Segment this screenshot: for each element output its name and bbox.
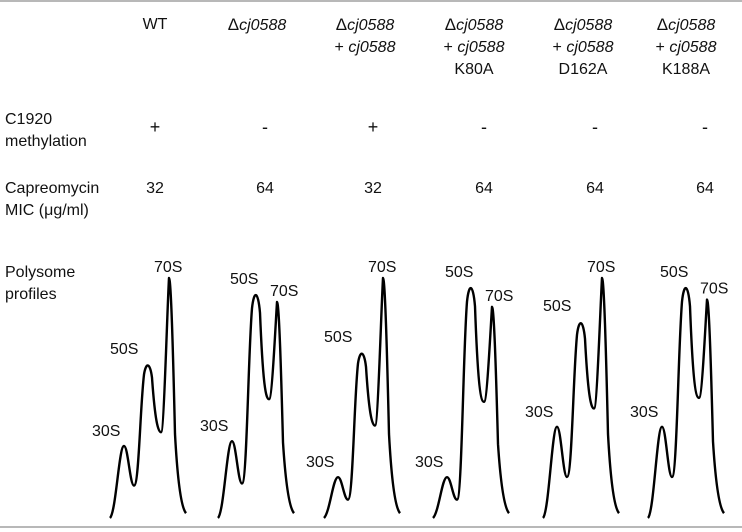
gene-name: cj0588 <box>565 17 613 34</box>
row-label-methylation: C1920 methylation <box>5 109 87 153</box>
peak-label-70s: 70S <box>270 283 298 300</box>
gene-name: cj0588 <box>239 17 287 34</box>
row-label-line: profiles <box>5 286 57 303</box>
col-header-wt: WT <box>95 14 215 36</box>
row-label-line: MIC (μg/ml) <box>5 202 89 219</box>
row-label-line: Polysome <box>5 264 76 281</box>
plus-sign: + <box>443 39 458 56</box>
mic-value: 64 <box>696 180 714 197</box>
delta-symbol: Δ <box>227 15 240 34</box>
methylation-value: + <box>367 117 379 137</box>
mutation-label: K188A <box>661 61 711 78</box>
mic-value: 32 <box>146 180 164 197</box>
complement-gene: cj0588 <box>566 39 614 56</box>
col-header-name: WT <box>142 16 168 33</box>
gene-name: cj0588 <box>347 17 395 34</box>
plus-sign: + <box>552 39 567 56</box>
peak-label-50s: 50S <box>110 341 138 358</box>
peak-label-30s: 30S <box>415 454 443 471</box>
gene-name: cj0588 <box>456 17 504 34</box>
mic-value: 64 <box>475 180 493 197</box>
peak-label-30s: 30S <box>200 418 228 435</box>
row-label-line: Capreomycin <box>5 180 100 197</box>
bottom-rule <box>0 526 742 528</box>
top-rule <box>0 0 742 2</box>
complement-gene: cj0588 <box>348 39 396 56</box>
peak-label-50s: 50S <box>445 264 473 281</box>
delta-symbol: Δ <box>656 15 669 34</box>
peak-label-50s: 50S <box>543 298 571 315</box>
plus-sign: + <box>334 39 349 56</box>
methylation-value: - <box>592 117 598 137</box>
mic-value: 64 <box>586 180 604 197</box>
peak-label-30s: 30S <box>306 454 334 471</box>
peak-label-30s: 30S <box>630 404 658 421</box>
polysome-trace <box>322 276 402 519</box>
delta-symbol: Δ <box>444 15 457 34</box>
polysome-trace <box>541 276 621 519</box>
delta-symbol: Δ <box>553 15 566 34</box>
peak-label-70s: 70S <box>700 281 728 298</box>
polysome-trace <box>431 286 511 519</box>
row-label-line: methylation <box>5 133 87 150</box>
col-header-deletion: Δcj0588 <box>197 14 317 37</box>
peak-label-30s: 30S <box>92 423 120 440</box>
peak-label-30s: 30S <box>525 404 553 421</box>
peak-label-50s: 50S <box>230 271 258 288</box>
peak-label-70s: 70S <box>154 259 182 276</box>
methylation-value: - <box>481 117 487 137</box>
methylation-value: + <box>149 117 161 137</box>
row-label-polysome: Polysome profiles <box>5 262 75 306</box>
row-label-mic: Capreomycin MIC (μg/ml) <box>5 178 99 222</box>
delta-symbol: Δ <box>335 15 348 34</box>
polysome-trace <box>216 293 296 519</box>
methylation-value: - <box>702 117 708 137</box>
row-label-line: C1920 <box>5 111 53 128</box>
polysome-trace <box>108 276 188 519</box>
methylation-value: - <box>262 117 268 137</box>
col-header-k80a: Δcj0588 + cj0588 K80A <box>414 14 534 81</box>
complement-gene: cj0588 <box>669 39 717 56</box>
complement-gene: cj0588 <box>457 39 505 56</box>
polysome-trace <box>646 286 726 519</box>
peak-label-50s: 50S <box>660 264 688 281</box>
col-header-d162a: Δcj0588 + cj0588 D162A <box>523 14 643 81</box>
plus-sign: + <box>655 39 670 56</box>
mutation-label: D162A <box>558 61 608 78</box>
col-header-k188a: Δcj0588 + cj0588 K188A <box>626 14 742 81</box>
mic-value: 64 <box>256 180 274 197</box>
peak-label-70s: 70S <box>587 259 615 276</box>
peak-label-50s: 50S <box>324 329 352 346</box>
mic-value: 32 <box>364 180 382 197</box>
peak-label-70s: 70S <box>368 259 396 276</box>
gene-name: cj0588 <box>668 17 716 34</box>
peak-label-70s: 70S <box>485 288 513 305</box>
mutation-label: K80A <box>454 61 494 78</box>
col-header-complement: Δcj0588 + cj0588 <box>305 14 425 59</box>
